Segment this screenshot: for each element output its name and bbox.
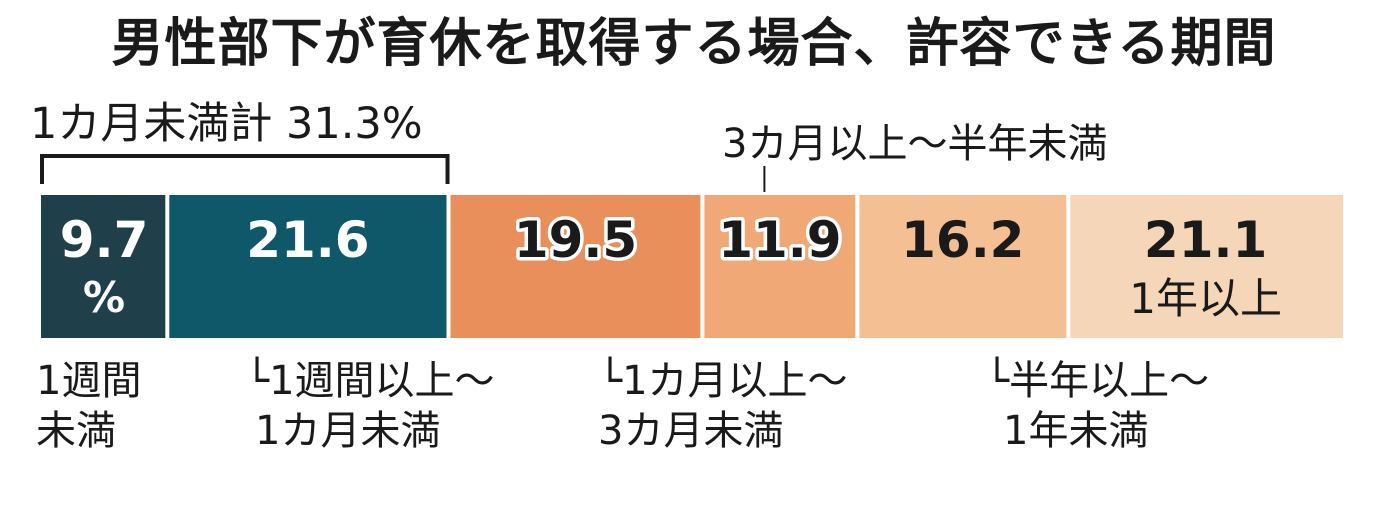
value-label: 9.7	[60, 211, 149, 269]
category-label-1week-1month: └1週間以上～ 1カ月未満	[245, 356, 495, 456]
category-label-line: 1カ月未満	[255, 408, 441, 454]
bracket-label: 1カ月未満計 31.3%	[30, 99, 423, 149]
bracket-line	[40, 154, 450, 184]
bar-segment	[704, 195, 856, 338]
value-label: 21.1	[1144, 211, 1267, 269]
value-label: 21.6	[246, 211, 369, 269]
category-label-1month-3month: └1カ月以上～ 3カ月未満	[598, 356, 848, 456]
category-label-line: 1年未満	[1003, 408, 1149, 454]
value-unit-label: %	[83, 273, 125, 322]
value-label: 16.2	[901, 211, 1024, 269]
category-label-half-year-1year: └半年以上～ 1年未満	[985, 356, 1209, 456]
value-label: 19.5	[514, 211, 637, 269]
category-label-line: └半年以上～	[985, 358, 1210, 404]
value-label: 11.9	[718, 211, 841, 269]
category-label-line: 1週間	[36, 358, 142, 404]
bar-segment	[169, 195, 447, 338]
category-label-line: └1カ月以上～	[598, 358, 848, 404]
bar-segment	[859, 195, 1067, 338]
category-label-line: └1週間以上～	[245, 358, 495, 404]
category-label-1year-plus: 1年以上	[1129, 274, 1282, 323]
bar-segment	[41, 195, 166, 338]
bar-segment	[1070, 195, 1343, 338]
category-label-line: 未満	[36, 408, 116, 454]
callout-label-3-6-months: 3カ月以上～半年未満	[722, 121, 1108, 167]
chart-title: 男性部下が育休を取得する場合、許容できる期間	[111, 14, 1277, 74]
category-label-under-1-week: 1週間 未満	[36, 356, 141, 456]
category-label-line: 3カ月未満	[598, 408, 784, 454]
bar-segment	[450, 195, 701, 338]
